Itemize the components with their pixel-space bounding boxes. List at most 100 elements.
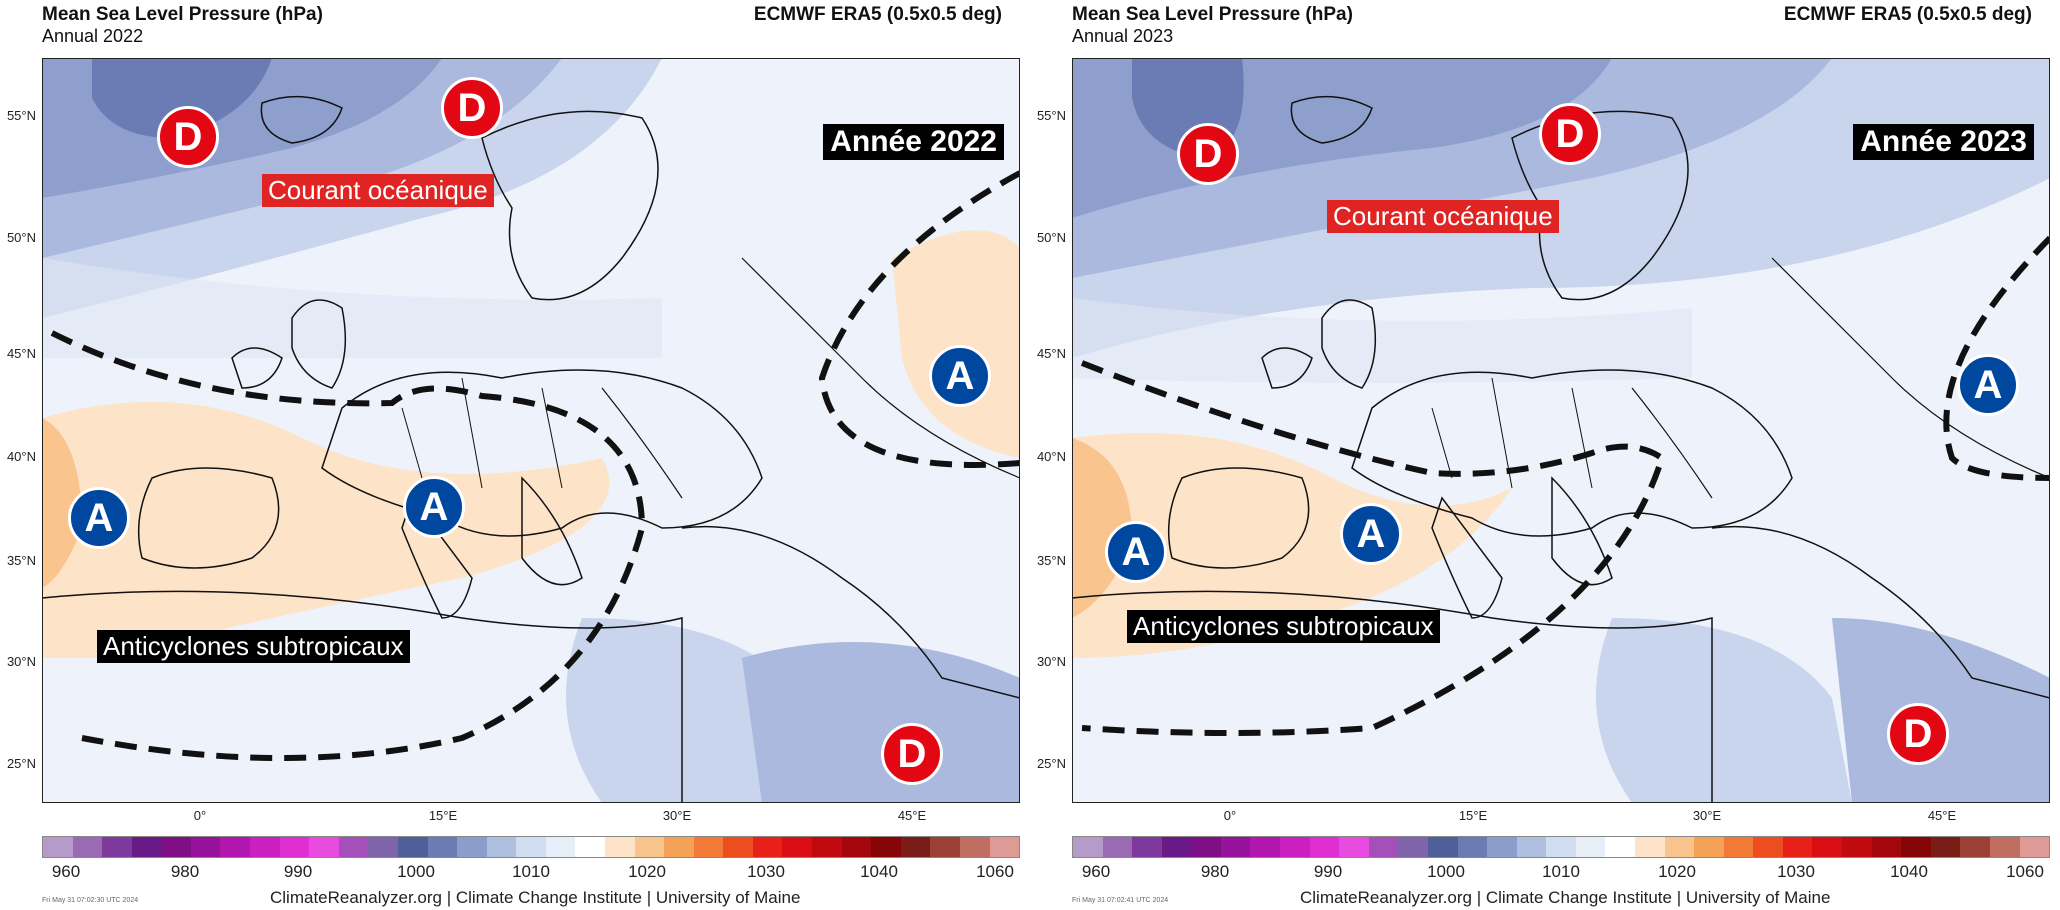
colorbar-swatch — [1723, 837, 1754, 857]
subtropical-anticyclones-label: Anticyclones subtropicaux — [97, 630, 410, 663]
colorbar-swatch — [871, 837, 901, 857]
lat-label: 45°N — [1036, 346, 1066, 361]
lat-label: 30°N — [6, 654, 36, 669]
colorbar-swatch — [1102, 837, 1133, 857]
ocean-current-label: Courant océanique — [262, 174, 494, 207]
colorbar-swatch — [989, 837, 1020, 857]
colorbar-swatch — [1191, 837, 1221, 857]
lat-label: 50°N — [6, 230, 36, 245]
lon-label: 30°E — [662, 808, 692, 823]
colorbar-swatch — [486, 837, 517, 857]
colorbar-swatch — [190, 837, 221, 857]
pressure-map: Année 2022 Courant océanique Anticyclone… — [42, 58, 1020, 803]
colorbar-swatch — [1842, 837, 1872, 857]
low-pressure-iceland-marker: D — [157, 106, 219, 168]
year-label: Année 2023 — [1853, 124, 2034, 160]
colorbar-swatch — [693, 837, 724, 857]
colorbar-swatch — [2019, 837, 2050, 857]
colorbar-swatch — [1812, 837, 1843, 857]
colorbar-swatch — [368, 837, 398, 857]
colorbar-swatch — [1516, 837, 1547, 857]
colorbar-swatch — [1427, 837, 1458, 857]
high-pressure-russia-marker: A — [929, 345, 991, 407]
colorbar-swatch — [575, 837, 605, 857]
render-timestamp: Fri May 31 07:02:30 UTC 2024 — [42, 897, 139, 904]
colorbar-swatch — [1871, 837, 1902, 857]
lon-label: 45°E — [1927, 808, 1957, 823]
colorbar-tick-label: 960 — [1081, 862, 1111, 881]
lat-label: 55°N — [6, 108, 36, 123]
colorbar-swatch — [959, 837, 990, 857]
map-title: Mean Sea Level Pressure (hPa) — [1072, 4, 1353, 25]
colorbar-swatch — [664, 837, 694, 857]
colorbar-tick-label: 1040 — [1890, 862, 1928, 881]
lon-label: 30°E — [1692, 808, 1722, 823]
colorbar-swatch — [161, 837, 191, 857]
map-subtitle: Annual 2022 — [42, 26, 144, 46]
colorbar-swatch — [545, 837, 576, 857]
pressure-field-svg — [42, 58, 1020, 803]
colorbar-swatch — [220, 837, 251, 857]
lon-label: 0° — [1223, 808, 1237, 823]
lat-label: 25°N — [6, 756, 36, 771]
colorbar-tick-label: 990 — [1313, 862, 1343, 881]
colorbar-swatch — [427, 837, 458, 857]
colorbar-swatch — [1220, 837, 1251, 857]
map-panel-2023: Mean Sea Level Pressure (hPa) Annual 202… — [1030, 0, 2060, 910]
colorbar-swatch — [1250, 837, 1281, 857]
colorbar-swatch — [457, 837, 487, 857]
low-pressure-iceland-marker: D — [1177, 123, 1239, 185]
colorbar-swatch — [1575, 837, 1606, 857]
subtropical-anticyclones-label: Anticyclones subtropicaux — [1127, 610, 1440, 643]
lon-label: 45°E — [897, 808, 927, 823]
colorbar-swatch — [841, 837, 872, 857]
colorbar-swatch — [1930, 837, 1961, 857]
colorbar-swatch — [1280, 837, 1310, 857]
colorbar-swatch — [43, 837, 73, 857]
colorbar-tick-label: 990 — [283, 862, 313, 881]
colorbar-swatch — [752, 837, 783, 857]
colorbar-swatch — [604, 837, 635, 857]
colorbar-swatch — [1161, 837, 1192, 857]
ocean-current-label: Courant océanique — [1327, 200, 1559, 233]
colorbar-swatch — [1457, 837, 1488, 857]
colorbar-tick-label: 980 — [1200, 862, 1230, 881]
colorbar-swatch — [1753, 837, 1783, 857]
lon-label: 15°E — [1458, 808, 1488, 823]
colorbar-swatch — [397, 837, 428, 857]
high-pressure-russia-marker: A — [1957, 354, 2019, 416]
colorbar-swatch — [1309, 837, 1340, 857]
lat-label: 35°N — [6, 553, 36, 568]
colorbar-tick-label: 1030 — [747, 862, 785, 881]
colorbar-swatch — [930, 837, 960, 857]
dataset-label: ECMWF ERA5 (0.5x0.5 deg) — [1783, 4, 2032, 25]
credit-line: ClimateReanalyzer.org | Climate Change I… — [1300, 888, 1831, 907]
low-pressure-norway-marker: D — [1539, 103, 1601, 165]
lat-label: 30°N — [1036, 654, 1066, 669]
colorbar-tick-label: 1010 — [512, 862, 550, 881]
colorbar-swatch — [1634, 837, 1665, 857]
colorbar-swatch — [812, 837, 842, 857]
colorbar-swatch — [102, 837, 132, 857]
colorbar-swatch — [900, 837, 931, 857]
colorbar-swatch — [634, 837, 665, 857]
render-timestamp: Fri May 31 07:02:41 UTC 2024 — [1072, 897, 1169, 904]
colorbar-swatch — [1664, 837, 1695, 857]
low-pressure-norway-marker: D — [441, 77, 503, 139]
colorbar-tick-label: 1060 — [2006, 862, 2044, 881]
colorbar-swatch — [1398, 837, 1428, 857]
colorbar-tick-label: 1020 — [628, 862, 666, 881]
colorbar-swatch — [1901, 837, 1931, 857]
colorbar-swatch — [1605, 837, 1635, 857]
colorbar-swatch — [250, 837, 280, 857]
lat-label: 50°N — [1036, 230, 1066, 245]
lat-label: 40°N — [1036, 449, 1066, 464]
lat-label: 25°N — [1036, 756, 1066, 771]
pressure-map: Année 2023 Courant océanique Anticyclone… — [1072, 58, 2050, 803]
colorbar-tick-label: 1000 — [1427, 862, 1465, 881]
colorbar-tick-label: 1020 — [1658, 862, 1696, 881]
colorbar-swatch — [1694, 837, 1724, 857]
low-pressure-middle-east-marker: D — [881, 723, 943, 785]
year-label: Année 2022 — [823, 124, 1004, 160]
colorbar-tick-label: 1030 — [1777, 862, 1815, 881]
